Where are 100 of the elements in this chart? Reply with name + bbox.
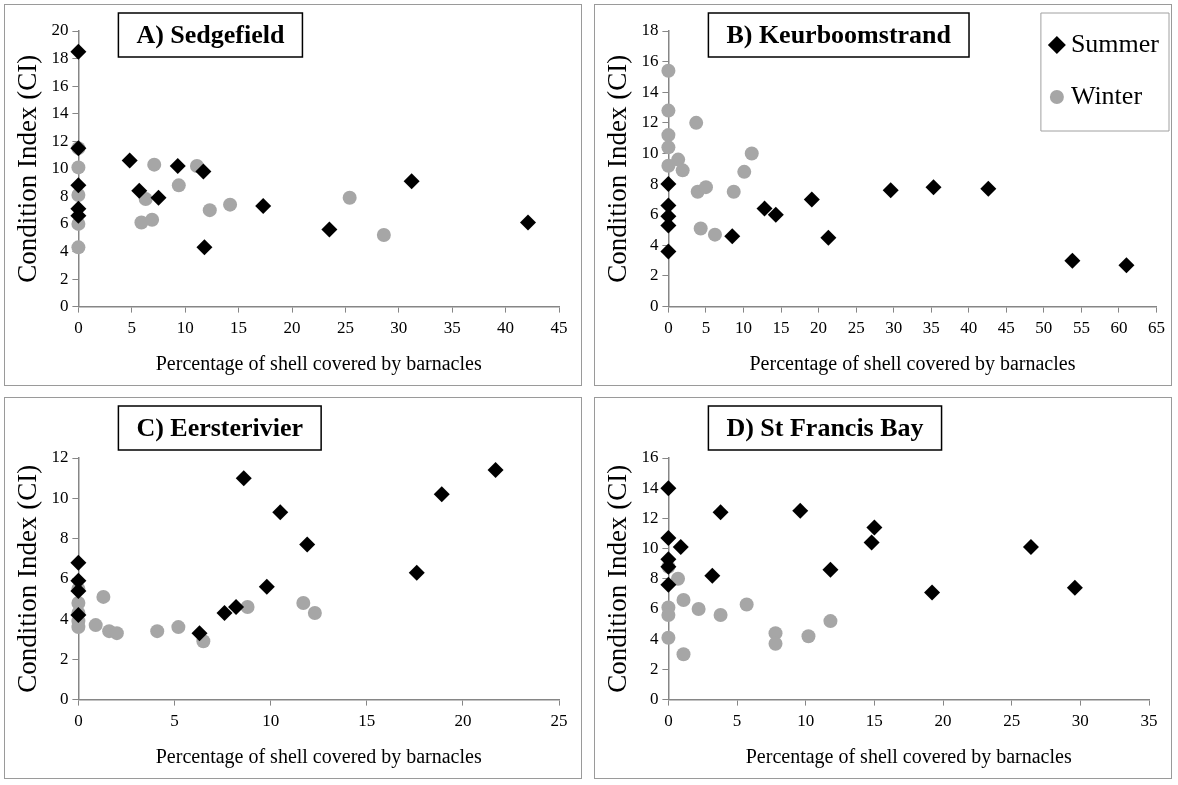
y-tick-label: 6 xyxy=(59,213,69,233)
point xyxy=(823,614,838,629)
point xyxy=(676,647,691,662)
y-tick-label: 0 xyxy=(59,689,69,709)
point xyxy=(704,567,721,584)
point xyxy=(196,239,213,256)
y-tick-label: 10 xyxy=(641,538,659,558)
point xyxy=(756,200,773,217)
x-tick-label: 15 xyxy=(230,318,248,338)
point xyxy=(672,539,689,556)
point xyxy=(822,561,839,578)
y-tick-label: 16 xyxy=(641,51,659,71)
point xyxy=(228,598,245,615)
y-tick-label: 4 xyxy=(649,628,659,648)
y-axis-title: Condition Index (CI) xyxy=(602,464,633,693)
y-tick-label: 4 xyxy=(649,234,659,254)
x-tick-label: 15 xyxy=(865,711,883,731)
y-tick-label: 10 xyxy=(51,487,69,507)
point xyxy=(1022,539,1039,556)
point xyxy=(71,160,86,175)
point xyxy=(693,221,708,236)
point xyxy=(661,103,676,118)
x-axis-title: Percentage of shell covered by barnacles xyxy=(749,352,1076,376)
point xyxy=(724,228,741,245)
y-tick-label: 14 xyxy=(641,81,659,101)
point xyxy=(671,152,686,167)
point xyxy=(169,158,186,175)
x-tick-label: 10 xyxy=(797,711,815,731)
point xyxy=(202,203,217,218)
x-tick-label: 60 xyxy=(1110,318,1128,338)
point xyxy=(712,504,729,521)
point xyxy=(255,198,272,215)
point xyxy=(660,176,677,193)
y-tick-label: 12 xyxy=(51,130,69,150)
point xyxy=(321,221,338,238)
point xyxy=(698,180,713,195)
point xyxy=(223,197,238,212)
point xyxy=(660,243,677,260)
y-tick-label: 6 xyxy=(649,598,659,618)
y-tick-label: 14 xyxy=(51,103,69,123)
x-tick-label: 15 xyxy=(772,318,790,338)
point xyxy=(147,157,162,172)
y-tick-label: 16 xyxy=(51,75,69,95)
point xyxy=(1066,579,1083,596)
point xyxy=(121,152,138,169)
point xyxy=(171,178,186,193)
x-tick-label: 5 xyxy=(170,711,179,731)
point xyxy=(726,184,741,199)
y-tick-label: 0 xyxy=(649,296,659,316)
point xyxy=(744,146,759,161)
point xyxy=(671,571,686,586)
point xyxy=(71,240,86,255)
y-tick-label: 14 xyxy=(641,477,659,497)
y-tick-label: 2 xyxy=(649,265,659,285)
y-axis-title: Condition Index (CI) xyxy=(12,464,43,693)
point xyxy=(1118,257,1135,274)
point xyxy=(792,502,809,519)
point xyxy=(487,462,504,479)
y-tick-label: 6 xyxy=(649,204,659,224)
point xyxy=(191,625,208,642)
x-axis-title: Percentage of shell covered by barnacles xyxy=(155,352,482,376)
y-axis-title: Condition Index (CI) xyxy=(602,54,633,283)
point xyxy=(801,629,816,644)
point xyxy=(1064,252,1081,269)
y-tick-label: 2 xyxy=(59,268,69,288)
y-axis-title: Condition Index (CI) xyxy=(12,54,43,283)
point xyxy=(272,504,289,521)
x-tick-label: 35 xyxy=(1140,711,1158,731)
point xyxy=(131,182,148,199)
point xyxy=(739,597,754,612)
y-tick-label: 4 xyxy=(59,240,69,260)
point xyxy=(882,182,899,199)
y-tick-label: 8 xyxy=(649,568,659,588)
y-tick-label: 4 xyxy=(59,608,69,628)
y-tick-label: 6 xyxy=(59,568,69,588)
x-tick-label: 15 xyxy=(358,711,376,731)
y-tick-label: 12 xyxy=(51,447,69,467)
y-tick-label: 10 xyxy=(51,158,69,178)
x-tick-label: 30 xyxy=(885,318,903,338)
chart-title: C) Eersterivier xyxy=(136,412,304,442)
point xyxy=(342,190,357,205)
point xyxy=(150,624,165,639)
point xyxy=(520,214,537,231)
y-tick-label: 2 xyxy=(59,648,69,668)
chart-title: A) Sedgefield xyxy=(136,19,285,49)
point xyxy=(661,630,676,645)
point xyxy=(707,227,722,242)
point xyxy=(924,584,941,601)
y-tick-label: 16 xyxy=(641,447,659,467)
x-tick-label: 40 xyxy=(497,318,515,338)
y-tick-label: 12 xyxy=(641,507,659,527)
y-tick-label: 0 xyxy=(649,689,659,709)
x-axis-title: Percentage of shell covered by barnacles xyxy=(155,745,482,769)
x-tick-label: 5 xyxy=(127,318,137,338)
x-tick-label: 25 xyxy=(550,711,568,731)
x-tick-label: 30 xyxy=(390,318,408,338)
point xyxy=(803,191,820,208)
y-tick-label: 2 xyxy=(649,658,659,678)
point xyxy=(661,140,676,155)
x-tick-label: 10 xyxy=(734,318,752,338)
